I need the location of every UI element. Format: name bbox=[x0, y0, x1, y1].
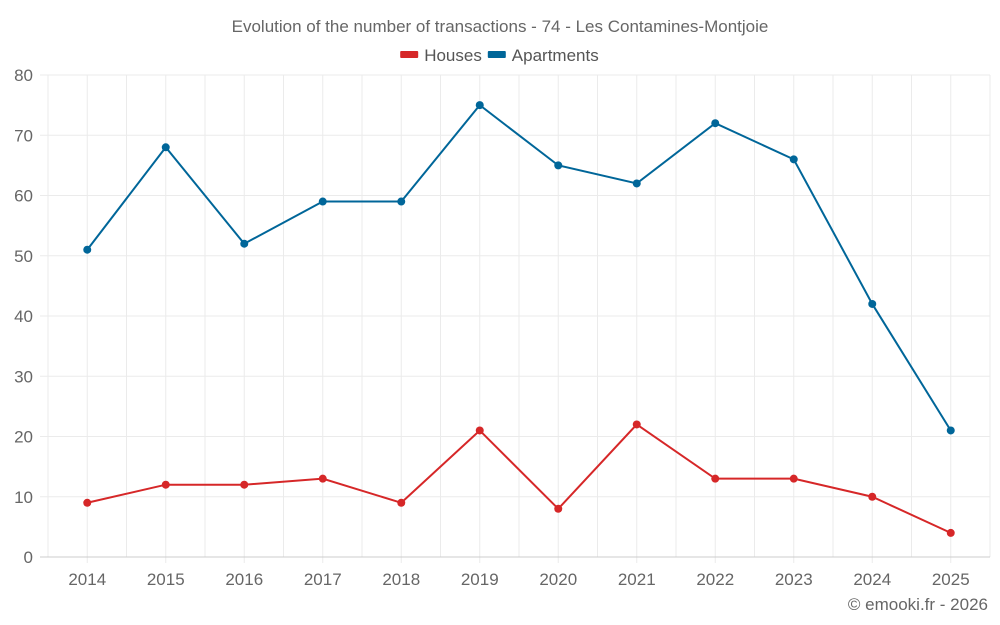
data-point-apartments[interactable] bbox=[475, 101, 484, 110]
data-point-apartments[interactable] bbox=[161, 143, 170, 152]
data-point-apartments[interactable] bbox=[946, 426, 955, 435]
y-tick-label: 80 bbox=[14, 66, 33, 85]
data-point-houses[interactable] bbox=[240, 480, 249, 489]
y-tick-label: 0 bbox=[24, 548, 33, 567]
legend-label: Houses bbox=[424, 46, 482, 65]
x-tick-label: 2023 bbox=[775, 570, 813, 589]
x-tick-label: 2022 bbox=[696, 570, 734, 589]
y-axis: 0 10 20 30 40 50 60 70 80 bbox=[14, 66, 33, 567]
y-tick-label: 70 bbox=[14, 126, 33, 145]
legend-swatch bbox=[400, 51, 419, 58]
data-point-houses[interactable] bbox=[83, 498, 92, 507]
x-tick-label: 2018 bbox=[382, 570, 420, 589]
data-point-houses[interactable] bbox=[789, 474, 798, 483]
data-point-apartments[interactable] bbox=[397, 197, 406, 206]
x-tick-label: 2021 bbox=[618, 570, 656, 589]
y-tick-label: 30 bbox=[14, 367, 33, 386]
series-layer bbox=[83, 101, 955, 537]
data-point-houses[interactable] bbox=[475, 426, 484, 435]
data-point-apartments[interactable] bbox=[318, 197, 327, 206]
data-point-apartments[interactable] bbox=[711, 119, 720, 128]
credit-text: © emooki.fr - 2026 bbox=[848, 595, 988, 614]
data-point-apartments[interactable] bbox=[240, 239, 249, 248]
y-tick-label: 20 bbox=[14, 428, 33, 447]
y-tick-label: 40 bbox=[14, 307, 33, 326]
x-tick-label: 2017 bbox=[304, 570, 342, 589]
data-point-apartments[interactable] bbox=[632, 179, 641, 188]
data-point-houses[interactable] bbox=[711, 474, 720, 483]
data-point-houses[interactable] bbox=[868, 492, 877, 501]
series-houses bbox=[83, 420, 955, 537]
x-tick-label: 2015 bbox=[147, 570, 185, 589]
chart-title: Evolution of the number of transactions … bbox=[232, 17, 769, 36]
series-line-apartments bbox=[86, 103, 952, 432]
x-tick-label: 2025 bbox=[932, 570, 970, 589]
data-point-houses[interactable] bbox=[632, 420, 641, 429]
x-tick-label: 2016 bbox=[225, 570, 263, 589]
legend-swatch bbox=[487, 51, 506, 58]
legend-item-apartments[interactable]: Apartments bbox=[487, 46, 599, 65]
legend-label: Apartments bbox=[512, 46, 599, 65]
x-tick-label: 2014 bbox=[68, 570, 106, 589]
legend: Houses Apartments bbox=[400, 46, 599, 65]
data-point-houses[interactable] bbox=[318, 474, 327, 483]
x-tick-label: 2024 bbox=[853, 570, 891, 589]
y-tick-label: 60 bbox=[14, 187, 33, 206]
data-point-apartments[interactable] bbox=[554, 161, 563, 170]
data-point-houses[interactable] bbox=[946, 528, 955, 537]
y-tick-label: 10 bbox=[14, 488, 33, 507]
legend-item-houses[interactable]: Houses bbox=[400, 46, 482, 65]
data-point-houses[interactable] bbox=[397, 498, 406, 507]
data-point-houses[interactable] bbox=[161, 480, 170, 489]
data-point-apartments[interactable] bbox=[789, 155, 798, 164]
y-tick-label: 50 bbox=[14, 247, 33, 266]
data-point-apartments[interactable] bbox=[868, 299, 877, 308]
x-axis: 2014 2015 2016 2017 2018 2019 2020 2021 2022 2023… bbox=[40, 556, 990, 589]
data-point-houses[interactable] bbox=[554, 504, 563, 513]
x-tick-label: 2020 bbox=[539, 570, 577, 589]
grid bbox=[40, 74, 991, 563]
data-point-apartments[interactable] bbox=[83, 245, 92, 254]
series-apartments bbox=[83, 101, 955, 435]
series-line-houses bbox=[87, 423, 952, 534]
x-tick-label: 2019 bbox=[461, 570, 499, 589]
